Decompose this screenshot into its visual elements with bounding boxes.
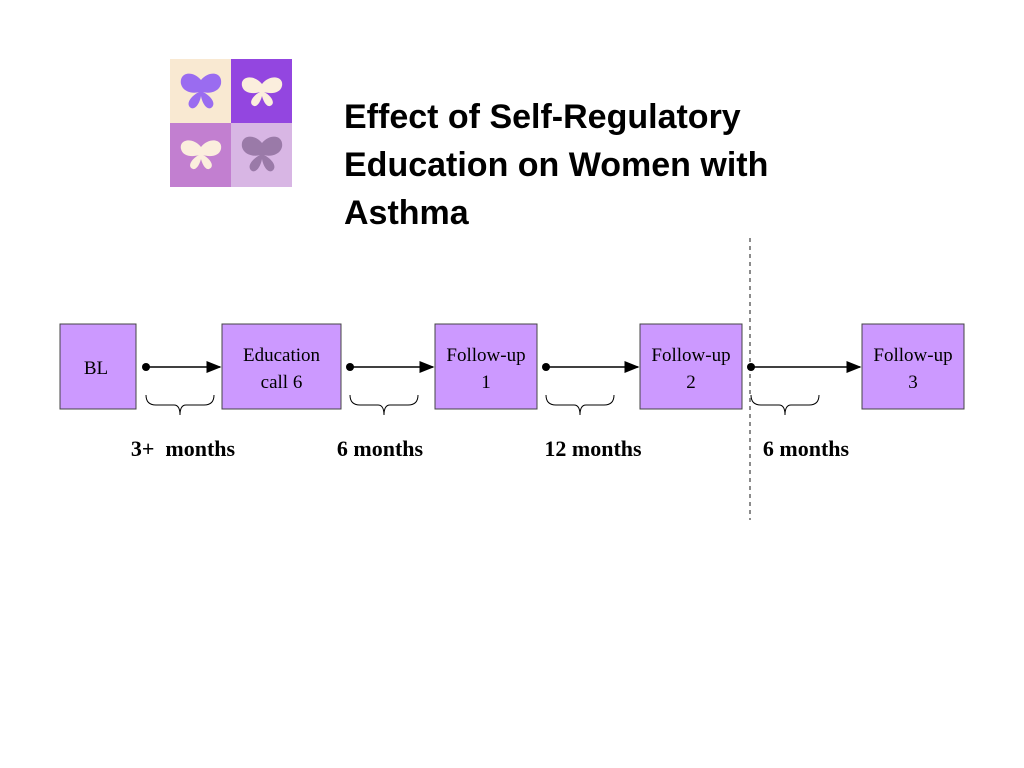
node-box — [639, 323, 743, 410]
brace — [750, 394, 820, 416]
interval-label: 3+ months — [131, 436, 236, 461]
butterfly — [241, 77, 283, 107]
node-label: BL — [84, 358, 108, 379]
node-label: Follow-up — [651, 345, 730, 366]
node-label: Follow-up — [446, 345, 525, 366]
node-label: call 6 — [261, 372, 303, 393]
node-label: 1 — [481, 372, 491, 393]
interval-label: 6 months — [763, 436, 850, 461]
node-box — [221, 323, 342, 410]
logo — [170, 59, 292, 187]
node-label: 2 — [686, 372, 696, 393]
interval-label: 12 months — [544, 436, 642, 461]
interval-label: 6 months — [337, 436, 424, 461]
node-box — [59, 323, 137, 410]
title-line: Effect of Self-Regulatory — [344, 98, 741, 136]
node-box — [434, 323, 538, 410]
title-line: Education on Women with — [344, 146, 768, 184]
node-label: 3 — [908, 372, 918, 393]
brace — [145, 394, 215, 416]
brace — [545, 394, 615, 416]
node-label: Education — [243, 345, 321, 366]
node-box — [861, 323, 965, 410]
butterfly — [180, 140, 222, 170]
brace — [349, 394, 419, 416]
node-label: Follow-up — [873, 345, 952, 366]
butterfly — [180, 73, 222, 109]
title-line: Asthma — [344, 194, 470, 232]
butterfly — [241, 136, 283, 172]
